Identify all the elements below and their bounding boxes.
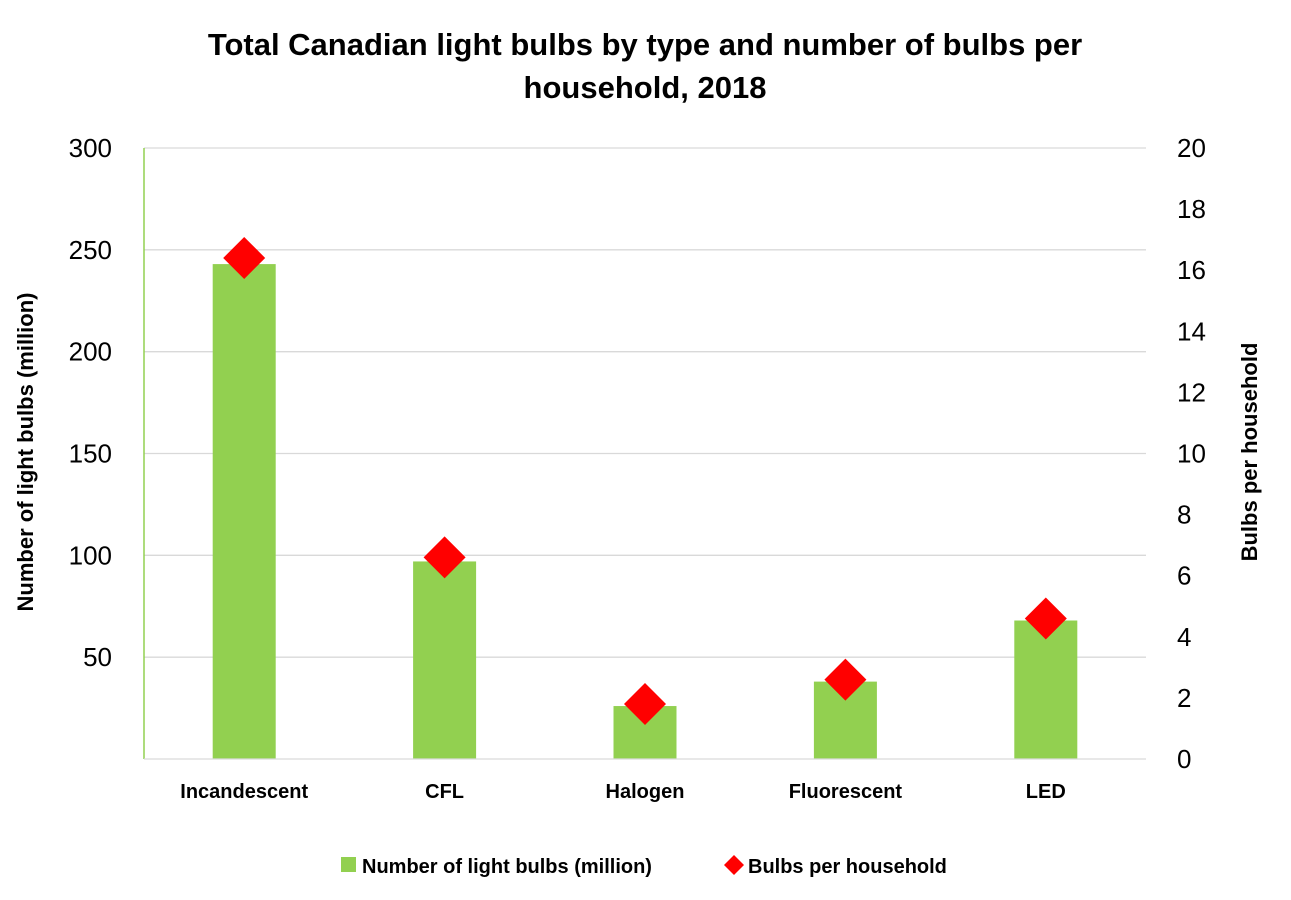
chart-title-line-1: Total Canadian light bulbs by type and n… <box>208 27 1082 62</box>
legend-diamond-marker <box>724 855 744 875</box>
right-tick-label-7: 14 <box>1177 316 1206 346</box>
right-tick-label-4: 8 <box>1177 500 1191 530</box>
legend-bar-swatch <box>341 857 356 872</box>
legend-bar-label: Number of light bulbs (million) <box>362 856 652 878</box>
right-tick-label-8: 16 <box>1177 255 1206 285</box>
right-tick-label-1: 2 <box>1177 683 1191 713</box>
right-tick-label-9: 18 <box>1177 194 1206 224</box>
category-label-cfl: CFL <box>425 781 464 803</box>
marker-fluorescent <box>824 658 867 701</box>
legend: Number of light bulbs (million) Bulbs pe… <box>341 855 947 878</box>
left-tick-label-1: 100 <box>69 540 112 570</box>
right-tick-label-3: 6 <box>1177 561 1191 591</box>
gridlines <box>144 147 1146 658</box>
bar-led <box>1014 620 1078 759</box>
category-label-incandescent: Incandescent <box>180 781 308 803</box>
right-tick-label-5: 10 <box>1177 439 1206 469</box>
category-label-led: LED <box>1026 781 1066 803</box>
chart-title-line-2: household, 2018 <box>524 70 767 105</box>
bar-incandescent <box>212 264 276 759</box>
legend-marker-label: Bulbs per household <box>748 856 947 878</box>
marker-incandescent <box>223 236 266 279</box>
right-tick-label-6: 12 <box>1177 377 1206 407</box>
right-tick-label-2: 4 <box>1177 622 1191 652</box>
marker-series <box>223 236 1067 726</box>
right-axis-label: Bulbs per household <box>1237 343 1262 562</box>
right-tick-label-0: 0 <box>1177 744 1191 774</box>
right-tick-label-10: 20 <box>1177 133 1206 163</box>
left-tick-label-5: 300 <box>69 133 112 163</box>
bar-cfl <box>413 561 477 759</box>
left-axis-label: Number of light bulbs (million) <box>13 293 38 612</box>
marker-cfl <box>423 536 466 579</box>
marker-led <box>1024 597 1067 640</box>
left-tick-label-3: 200 <box>69 337 112 367</box>
bar-series <box>212 264 1078 759</box>
axes <box>143 148 1146 760</box>
right-axis-ticks: 0 2 4 6 8 10 12 14 16 18 20 <box>1177 133 1206 774</box>
left-axis-ticks: 50 100 150 200 250 300 <box>69 133 112 672</box>
category-label-fluorescent: Fluorescent <box>789 781 903 803</box>
left-tick-label-4: 250 <box>69 235 112 265</box>
marker-halogen <box>624 683 666 726</box>
left-tick-label-0: 50 <box>83 642 112 672</box>
left-tick-label-2: 150 <box>69 439 112 469</box>
category-labels: Incandescent CFL Halogen Fluorescent LED <box>180 781 1066 803</box>
category-label-halogen: Halogen <box>606 781 685 803</box>
